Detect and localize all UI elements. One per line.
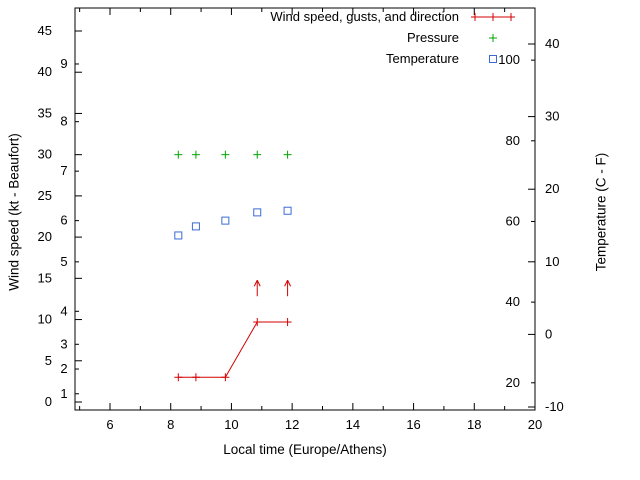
legend-marker-pressure-plus-icon [489,33,497,42]
svg-text:10: 10 [38,312,52,327]
svg-text:6: 6 [60,213,67,228]
svg-text:20: 20 [545,181,559,196]
svg-text:45: 45 [38,23,52,38]
legend-item-temperature: Temperature [270,48,517,69]
svg-text:40: 40 [545,36,559,51]
series-wind [174,280,292,382]
svg-text:30: 30 [38,147,52,162]
legend-marker-temperature-square-icon [489,54,497,63]
svg-text:8: 8 [167,417,174,432]
svg-text:20: 20 [528,417,542,432]
svg-text:0: 0 [545,326,552,341]
x-axis-title: Local time (Europe/Athens) [223,442,387,457]
svg-text:20: 20 [506,375,520,390]
svg-text:100: 100 [498,52,520,67]
svg-text:5: 5 [60,254,67,269]
svg-text:1: 1 [60,386,67,401]
plot-border [74,7,536,411]
svg-text:14: 14 [346,417,360,432]
svg-text:80: 80 [506,133,520,148]
svg-text:20: 20 [38,229,52,244]
svg-text:10: 10 [224,417,238,432]
svg-text:60: 60 [506,213,520,228]
svg-text:9: 9 [60,56,67,71]
svg-text:6: 6 [106,417,113,432]
svg-text:40: 40 [38,64,52,79]
legend-marker-wind-line-plus-icon [471,12,515,21]
svg-text:7: 7 [60,163,67,178]
legend: Wind speed, gusts, and direction Pressur… [270,6,517,69]
svg-text:30: 30 [545,109,559,124]
legend-item-wind: Wind speed, gusts, and direction [270,6,517,27]
svg-text:12: 12 [285,417,299,432]
svg-text:40: 40 [506,294,520,309]
y-axis-right-temperature: -10 0 10 20 30 40 20 40 60 80 100 [498,36,564,414]
svg-text:5: 5 [45,353,52,368]
svg-text:16: 16 [406,417,420,432]
legend-label-temperature: Temperature [386,51,459,66]
svg-text:8: 8 [60,114,67,129]
svg-text:35: 35 [38,105,52,120]
x-axis: 6 8 10 12 14 16 18 20 [79,8,542,432]
y-axis-right-title: Temperature (C - F) [593,152,609,272]
svg-text:4: 4 [60,303,67,318]
svg-text:15: 15 [38,270,52,285]
svg-text:0: 0 [45,394,52,409]
legend-label-wind: Wind speed, gusts, and direction [270,9,459,24]
y-axis-left-title: Wind speed (kt - Beaufort) [6,133,22,291]
series-temperature [174,206,292,240]
legend-item-pressure: Pressure [270,27,517,48]
svg-text:18: 18 [467,417,481,432]
series-pressure [174,150,292,159]
svg-text:-10: -10 [545,399,564,414]
svg-text:10: 10 [545,254,559,269]
svg-text:3: 3 [60,336,67,351]
svg-text:2: 2 [60,361,67,376]
svg-text:25: 25 [38,188,52,203]
legend-label-pressure: Pressure [406,30,459,45]
